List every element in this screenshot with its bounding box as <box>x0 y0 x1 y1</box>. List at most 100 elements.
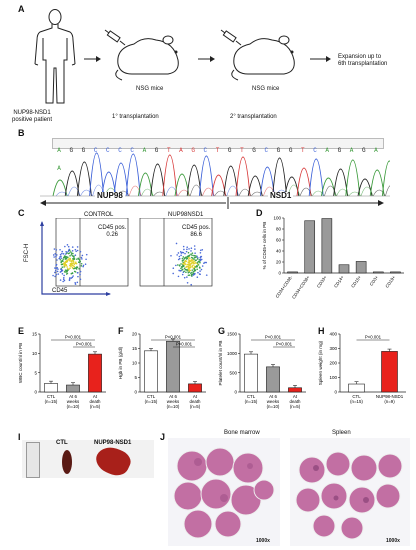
flow-event <box>70 277 73 279</box>
flow-event <box>54 269 57 272</box>
category-label: CD33+ <box>316 274 328 288</box>
flow-event <box>199 273 201 276</box>
chromatogram-peak <box>137 172 153 197</box>
fsc-axis-label: FSC-H <box>24 243 30 262</box>
chromatogram-peak <box>223 165 239 197</box>
flow-event <box>199 258 202 260</box>
flow-event <box>59 258 62 261</box>
flow-event <box>62 280 64 283</box>
flow-event <box>193 258 195 261</box>
flow-event <box>74 283 77 285</box>
flow-event <box>70 253 73 256</box>
ruler <box>26 442 40 478</box>
chromatogram-peak <box>308 158 324 197</box>
sequence-base: G <box>288 147 293 154</box>
y-tick-label: 20 <box>276 260 282 265</box>
sequence-base: A <box>374 147 378 154</box>
bar <box>66 384 80 393</box>
p-value-label: P<0.001 <box>65 335 82 340</box>
flow-event <box>60 263 63 266</box>
flow-event <box>69 255 71 257</box>
flow-event <box>196 276 199 279</box>
flow-event <box>68 248 71 251</box>
flow-event <box>55 264 57 267</box>
bar <box>88 353 102 393</box>
flow-event <box>186 281 189 284</box>
y-axis-label: WBC count/nl in PB <box>18 343 23 383</box>
chromatogram-peak <box>272 157 288 197</box>
category-label: CTL <box>47 394 56 399</box>
flow-event <box>82 265 84 268</box>
histology-spleen <box>290 438 410 546</box>
category-label: CD19+ <box>384 274 396 288</box>
spleen-ctl <box>62 450 72 474</box>
flow-event <box>188 274 191 276</box>
flow-event <box>186 246 188 249</box>
flow-event <box>187 256 190 259</box>
flow-event <box>71 246 74 248</box>
flow-arrow <box>310 56 331 62</box>
flow-event <box>80 265 83 267</box>
flow-event <box>190 273 193 276</box>
flow-event <box>66 272 69 275</box>
y-tick-label: 5 <box>34 370 37 375</box>
y-tick-label: 100 <box>329 375 337 380</box>
flow-event <box>53 256 55 258</box>
chromatogram <box>40 152 390 197</box>
flow-event <box>183 248 185 251</box>
panel-h-label: H <box>318 326 325 336</box>
chromatogram-peak-minor <box>128 185 142 197</box>
y-tick-label: 15 <box>132 346 138 351</box>
sequence-base: C <box>93 147 98 154</box>
sequence-base: T <box>215 147 220 154</box>
bar <box>144 350 158 393</box>
flow-event <box>73 267 75 270</box>
flow-event <box>193 254 196 257</box>
flow-event <box>77 271 79 274</box>
flow-event <box>181 273 184 276</box>
mouse-icon <box>231 35 295 81</box>
sequence-base: A <box>57 147 61 154</box>
flow-event <box>192 270 195 273</box>
flow-event <box>61 272 64 275</box>
category-label: At 6 <box>169 394 177 399</box>
flow-event <box>181 268 184 271</box>
category-label: CD14+ <box>333 274 345 288</box>
flow-event <box>79 260 82 263</box>
flow-event <box>186 263 189 266</box>
flow-event <box>190 283 193 286</box>
flow-event <box>187 266 190 268</box>
flow-event <box>66 244 69 246</box>
category-label: weeks <box>67 399 80 404</box>
y-tick-label: 1000 <box>227 351 238 356</box>
sequence-base: A <box>57 165 61 172</box>
chromatogram-peak <box>76 161 92 197</box>
category-label: CTL <box>147 394 156 399</box>
control-title: CONTROL <box>84 212 114 218</box>
flow-event <box>68 279 71 282</box>
category-label: At <box>193 394 198 399</box>
flow-event <box>188 255 190 258</box>
flow-event <box>70 272 73 275</box>
gene-label-nsd1: NSD1 <box>268 191 294 200</box>
flow-event <box>74 254 77 257</box>
flow-event <box>191 266 193 268</box>
flow-event <box>190 272 192 274</box>
flow-event <box>67 250 70 252</box>
category-label: (n=15) <box>245 399 258 404</box>
category-label: CTL <box>247 394 256 399</box>
flow-event <box>69 251 72 253</box>
flow-event <box>190 259 193 261</box>
chromatogram-peak-minor <box>372 189 386 197</box>
bar <box>355 261 367 274</box>
flow-event <box>190 250 192 252</box>
flow-event <box>182 262 184 265</box>
chromatogram-peak <box>89 152 105 197</box>
flow-event <box>200 258 203 261</box>
flow-event <box>181 260 184 262</box>
flow-event <box>81 254 84 257</box>
bar <box>166 340 180 393</box>
flow-event <box>76 258 78 260</box>
flow-event <box>175 242 178 245</box>
